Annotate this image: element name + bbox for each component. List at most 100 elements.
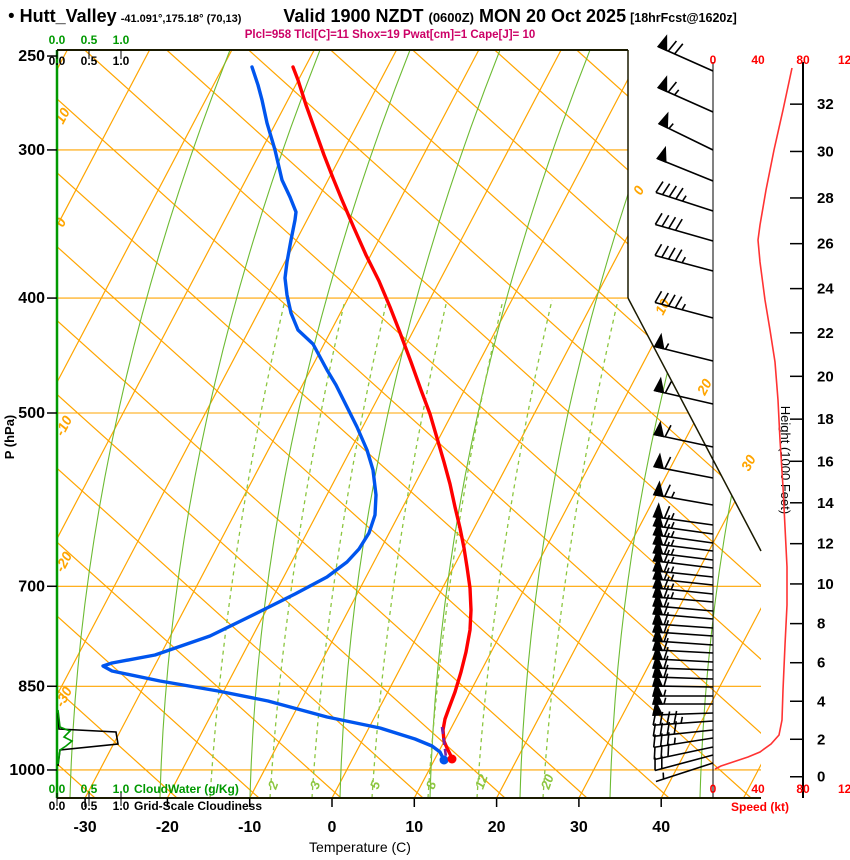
wind-barb-stem: [653, 631, 714, 637]
wind-barb-feather: [673, 721, 678, 735]
wind-barb-half-feather: [670, 512, 675, 520]
grid-lines: [57, 50, 761, 798]
wind-barb-feather: [663, 620, 670, 633]
temperature-tick-label: -20: [156, 819, 179, 836]
wind-barb-half-feather: [670, 556, 675, 564]
wind-barb-pennant: [653, 420, 665, 438]
height-tick-label: 4: [817, 693, 826, 710]
surface-dewpoint-dot: [439, 755, 449, 765]
moist-adiabat-line: [339, 50, 501, 798]
wind-barb-feather: [663, 655, 669, 669]
mixing-ratio-line: [542, 299, 619, 798]
dry-adiabat-line: [166, 50, 761, 798]
mixing-ratio-label: 12: [472, 772, 491, 791]
wind-barb-stem: [654, 389, 714, 405]
isotherm-label: 10: [652, 296, 674, 317]
dry-adiabat-line: [57, 50, 670, 798]
grid-scale-cloudiness-profile: [57, 712, 119, 767]
wind-barb-stem: [655, 223, 714, 242]
height-tick-label: 32: [817, 96, 834, 113]
wind-barb-feather: [659, 722, 664, 736]
wind-barb-stem: [654, 254, 714, 272]
wind-barb-feather: [666, 721, 671, 735]
cloudwater-scale-tick: 0.0: [49, 782, 66, 796]
pressure-tick-label: 850: [18, 678, 45, 695]
pressure-tick-label: 700: [18, 578, 45, 595]
height-tick-label: 20: [817, 368, 834, 385]
wind-barb-feather: [664, 381, 673, 394]
wind-barb-half-feather: [673, 737, 676, 745]
isotherm-line: [57, 50, 151, 798]
wind-barb-feather: [659, 711, 664, 725]
forecast-tag: [18hrFcst@1620z]: [630, 11, 737, 25]
wind-barb-feather: [663, 567, 670, 581]
wind-barb-stem: [657, 45, 714, 72]
wind-barb-stem: [653, 515, 714, 526]
mixing-ratio-label: 5: [367, 778, 384, 791]
cloudiness-scale-tick: 1.0: [113, 799, 130, 813]
wind-barb-stem: [653, 524, 714, 535]
title-bullet: •: [8, 6, 15, 27]
dry-adiabat-line: [57, 50, 342, 798]
isotherm-line: [166, 50, 562, 798]
wind-barb-feather: [668, 185, 678, 198]
wind-barb-feather: [661, 292, 669, 305]
wind-barb-feather: [661, 183, 671, 196]
speed-tick-label: 120: [838, 53, 850, 67]
mixing-ratio-line: [269, 299, 346, 798]
wind-barb-feather: [663, 594, 670, 608]
pressure-tick-label: 1000: [9, 762, 45, 779]
wind-barb-feather: [659, 733, 663, 747]
wind-barb-feather: [655, 181, 664, 193]
dry-adiabat-line: [248, 50, 761, 798]
speed-tick-label: 0: [710, 53, 717, 67]
height-tick-label: 24: [817, 281, 834, 298]
wind-barb-stem: [653, 595, 714, 603]
wind-barb-stem: [655, 762, 714, 783]
wind-barb-stem: [653, 729, 714, 738]
cloudwater-profile: [57, 709, 74, 765]
wind-barb-feather: [663, 637, 669, 651]
height-tick-label: 8: [817, 616, 825, 633]
wind-barb-half-feather: [670, 491, 676, 499]
height-tick-label: 22: [817, 325, 834, 342]
isotherm-label: 20: [693, 376, 715, 398]
temperature-tick-label: 30: [570, 819, 588, 836]
wind-barb-stem: [653, 542, 714, 552]
dry-adiabat-line: [57, 50, 424, 798]
height-tick-label: 14: [817, 495, 834, 512]
height-tick-label: 30: [817, 143, 834, 160]
wind-barb-half-feather: [681, 303, 687, 311]
dry-adiabat-line: [57, 50, 752, 798]
wind-barb-stem: [653, 676, 714, 680]
wind-barb-pennant: [657, 111, 669, 129]
moist-adiabat-line: [429, 50, 591, 798]
dry-adiabat-line: [84, 50, 761, 798]
wind-barb-stem: [654, 746, 714, 761]
temperature-curve: [291, 65, 473, 760]
speed-tick-label: 120: [838, 782, 850, 796]
dry-adiabat-line: [57, 50, 761, 798]
isotherm-labels: 10 0 -10 -20 -30 0 10 20 30: [52, 105, 760, 709]
height-axis-title: Height (1000 Feet): [778, 406, 793, 514]
plot-borders: [55, 49, 762, 799]
wind-barb-feather: [675, 187, 684, 200]
height-tick-label: 10: [817, 576, 834, 593]
speed-tick-label: 80: [796, 53, 810, 67]
speed-axis-title: Speed (kt): [731, 800, 789, 814]
isotherm-line: [660, 50, 761, 798]
speed-axis-labels: 0040408080120120Speed (kt): [710, 53, 850, 814]
wind-barb-feather: [652, 723, 657, 737]
cloudwater-scale-tick: 1.0: [113, 33, 130, 47]
speed-tick-label: 0: [710, 782, 717, 796]
station-name: Hutt_Valley: [19, 6, 117, 26]
wind-barb-feather: [667, 40, 678, 52]
cloudiness-scale-tick: 0.5: [81, 54, 98, 68]
wind-barb-half-feather: [670, 548, 675, 556]
pressure-tick-label: 300: [18, 142, 45, 159]
station-coords: -41.091°,175.18° (70,13): [120, 13, 242, 25]
wind-barb-feather: [663, 549, 670, 563]
height-tick-label: 16: [817, 453, 834, 470]
wind-barb-half-feather: [670, 539, 675, 547]
